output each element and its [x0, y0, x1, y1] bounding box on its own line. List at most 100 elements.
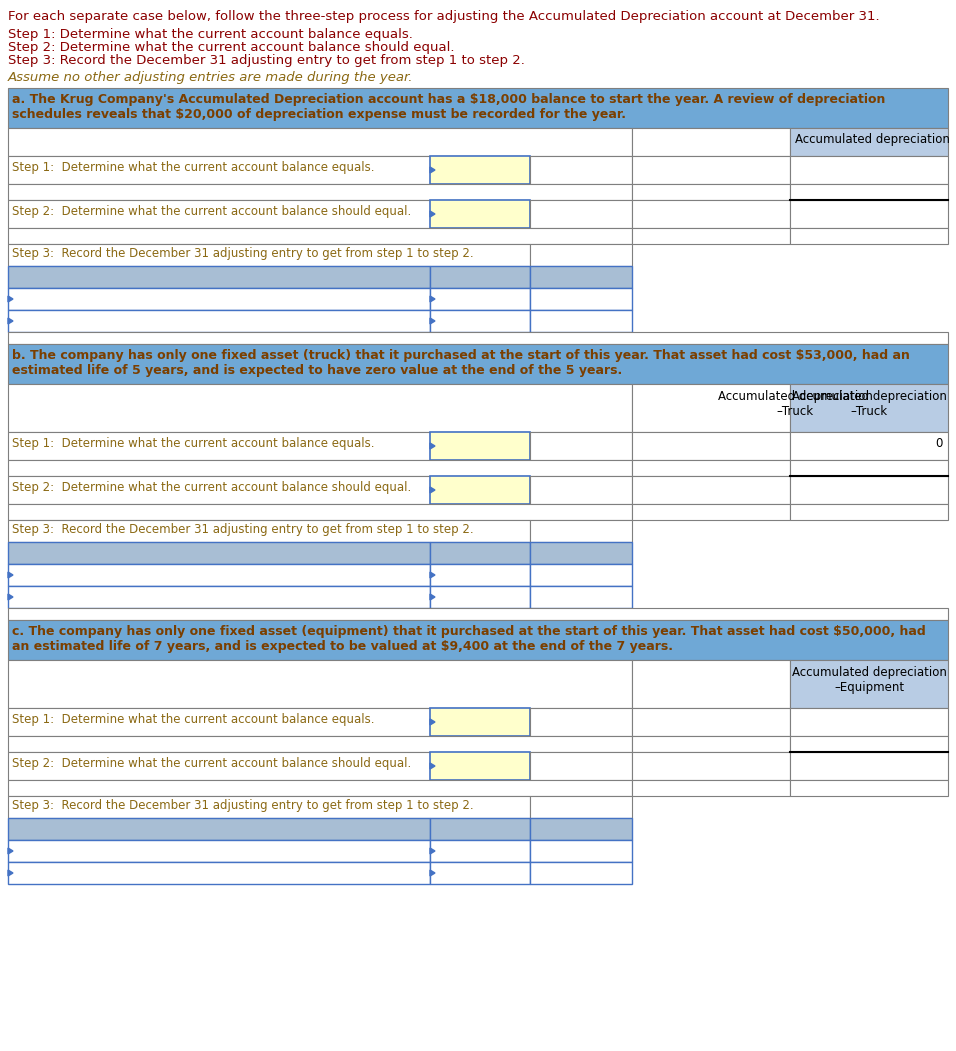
- Bar: [790, 753, 948, 780]
- Bar: [430, 542, 530, 564]
- Bar: [8, 432, 430, 460]
- Bar: [8, 384, 632, 432]
- Bar: [8, 200, 430, 228]
- Text: c. The company has only one fixed asset (equipment) that it purchased at the sta: c. The company has only one fixed asset …: [12, 625, 925, 653]
- Bar: [530, 476, 632, 504]
- Bar: [8, 504, 632, 520]
- Text: Accumulated depreciation: Accumulated depreciation: [795, 133, 950, 146]
- Bar: [530, 753, 632, 780]
- Bar: [430, 200, 530, 228]
- Bar: [632, 156, 790, 184]
- Text: Accumulated depreciation
–Equipment: Accumulated depreciation –Equipment: [792, 666, 946, 694]
- Bar: [530, 796, 632, 818]
- Bar: [8, 607, 948, 620]
- Bar: [430, 840, 530, 862]
- Bar: [790, 200, 948, 228]
- Bar: [8, 796, 530, 818]
- Bar: [8, 620, 948, 660]
- Bar: [790, 780, 948, 796]
- Bar: [530, 708, 632, 736]
- Bar: [632, 736, 790, 753]
- Bar: [530, 564, 632, 586]
- Text: Step 2:  Determine what the current account balance should equal.: Step 2: Determine what the current accou…: [12, 481, 411, 494]
- Polygon shape: [8, 318, 13, 324]
- Bar: [632, 184, 790, 200]
- Bar: [8, 244, 530, 266]
- Bar: [790, 460, 948, 476]
- Text: Step 1:  Determine what the current account balance equals.: Step 1: Determine what the current accou…: [12, 437, 375, 450]
- Bar: [430, 432, 530, 460]
- Polygon shape: [430, 318, 435, 324]
- Polygon shape: [430, 487, 435, 493]
- Bar: [8, 156, 430, 184]
- Text: Assume no other adjusting entries are made during the year.: Assume no other adjusting entries are ma…: [8, 71, 414, 84]
- Bar: [8, 310, 430, 332]
- Bar: [530, 432, 632, 460]
- Text: 0: 0: [936, 437, 943, 450]
- Text: Step 1: Determine what the current account balance equals.: Step 1: Determine what the current accou…: [8, 28, 413, 41]
- Bar: [530, 156, 632, 184]
- Bar: [430, 310, 530, 332]
- Polygon shape: [430, 572, 435, 578]
- Bar: [530, 840, 632, 862]
- Bar: [790, 228, 948, 244]
- Bar: [790, 476, 948, 504]
- Bar: [632, 432, 790, 460]
- Text: a. The Krug Company's Accumulated Depreciation account has a $18,000 balance to : a. The Krug Company's Accumulated Deprec…: [12, 92, 885, 121]
- Bar: [430, 156, 530, 184]
- Bar: [8, 708, 430, 736]
- Polygon shape: [8, 594, 13, 600]
- Polygon shape: [430, 848, 435, 854]
- Bar: [8, 128, 632, 156]
- Bar: [8, 184, 632, 200]
- Text: Step 3:  Record the December 31 adjusting entry to get from step 1 to step 2.: Step 3: Record the December 31 adjusting…: [12, 799, 473, 812]
- Bar: [8, 564, 430, 586]
- Bar: [790, 660, 948, 708]
- Bar: [8, 88, 948, 128]
- Text: Step 2:  Determine what the current account balance should equal.: Step 2: Determine what the current accou…: [12, 757, 411, 770]
- Text: Step 2:  Determine what the current account balance should equal.: Step 2: Determine what the current accou…: [12, 205, 411, 218]
- Text: Accumulated depreciation
–Truck: Accumulated depreciation –Truck: [718, 390, 873, 418]
- Bar: [8, 266, 430, 288]
- Bar: [790, 384, 948, 432]
- Text: Step 3:  Record the December 31 adjusting entry to get from step 1 to step 2.: Step 3: Record the December 31 adjusting…: [12, 247, 473, 260]
- Bar: [632, 460, 790, 476]
- Bar: [632, 384, 790, 432]
- Bar: [8, 344, 948, 384]
- Bar: [430, 753, 530, 780]
- Polygon shape: [430, 594, 435, 600]
- Bar: [632, 228, 790, 244]
- Text: b. The company has only one fixed asset (truck) that it purchased at the start o: b. The company has only one fixed asset …: [12, 349, 910, 377]
- Bar: [530, 862, 632, 884]
- Bar: [790, 504, 948, 520]
- Polygon shape: [8, 848, 13, 854]
- Bar: [530, 310, 632, 332]
- Bar: [8, 228, 632, 244]
- Bar: [8, 818, 430, 840]
- Bar: [530, 266, 632, 288]
- Bar: [530, 288, 632, 310]
- Bar: [790, 432, 948, 460]
- Text: Accumulated depreciation
–Truck: Accumulated depreciation –Truck: [792, 390, 946, 418]
- Bar: [632, 476, 790, 504]
- Bar: [8, 862, 430, 884]
- Bar: [632, 753, 790, 780]
- Bar: [632, 660, 790, 708]
- Bar: [632, 200, 790, 228]
- Bar: [430, 586, 530, 607]
- Bar: [8, 586, 430, 607]
- Bar: [8, 660, 632, 708]
- Polygon shape: [8, 870, 13, 875]
- Bar: [632, 708, 790, 736]
- Polygon shape: [430, 870, 435, 875]
- Polygon shape: [430, 763, 435, 769]
- Bar: [8, 542, 430, 564]
- Polygon shape: [430, 444, 435, 449]
- Bar: [530, 818, 632, 840]
- Bar: [530, 520, 632, 542]
- Text: For each separate case below, follow the three-step process for adjusting the Ac: For each separate case below, follow the…: [8, 11, 880, 23]
- Bar: [430, 476, 530, 504]
- Bar: [8, 840, 430, 862]
- Bar: [8, 753, 430, 780]
- Bar: [790, 128, 948, 156]
